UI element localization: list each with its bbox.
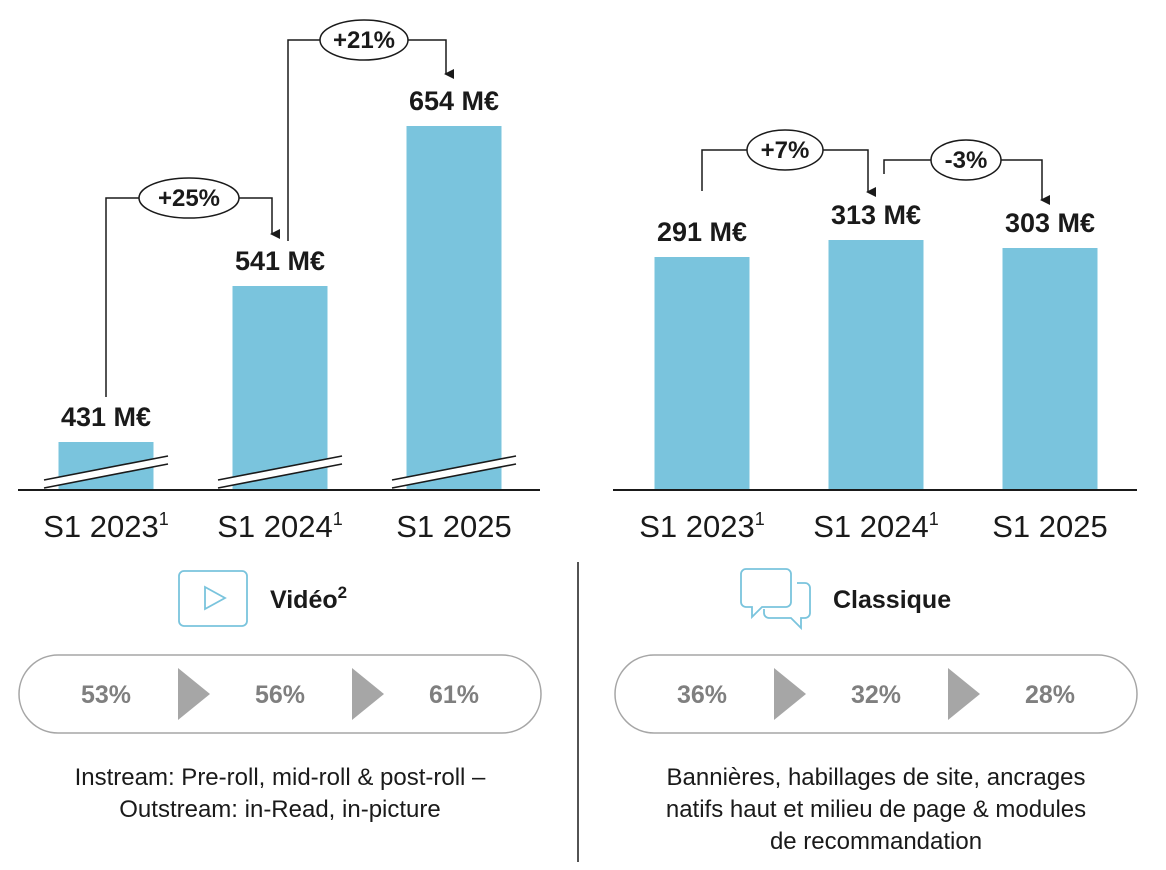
growth-label: -3% (945, 147, 988, 174)
share-value: 28% (1025, 681, 1075, 709)
section-title: Vidéo2 (270, 583, 347, 614)
growth-oval (138, 177, 240, 219)
bar (232, 286, 328, 490)
axis-break-gap (218, 456, 342, 488)
share-pill (18, 654, 542, 734)
growth-oval (930, 139, 1002, 181)
value-label: 431 M€ (61, 402, 151, 432)
share-value: 61% (429, 681, 479, 709)
tick-label: S1 2025 (396, 509, 512, 544)
tick-label: S1 2025 (992, 509, 1108, 544)
growth-oval (746, 129, 824, 171)
growth-oval (319, 19, 409, 61)
axis-break-line (43, 455, 169, 481)
chat-bubbles-icon (740, 568, 811, 631)
axis-break-line (391, 455, 517, 481)
share-value: 36% (677, 681, 727, 709)
share-value: 53% (81, 681, 131, 709)
share-arrow (948, 668, 980, 720)
share-arrow (352, 668, 384, 720)
value-label: 541 M€ (235, 246, 325, 276)
value-label: 654 M€ (409, 86, 499, 116)
share-value: 56% (255, 681, 305, 709)
play-icon (178, 570, 248, 627)
axis-break-line (43, 463, 169, 489)
share-value: 32% (851, 681, 901, 709)
tick-label: S1 20231 (639, 509, 765, 544)
axis-break-line (217, 463, 343, 489)
growth-label: +21% (333, 27, 395, 54)
value-label: 313 M€ (831, 200, 921, 230)
share-pill (614, 654, 1138, 734)
bar (406, 126, 502, 490)
chart-panel-2: 291 M€ S1 20231 313 M€ S1 20241 303 M€ S1 202… (613, 129, 1138, 855)
tick-label: S1 20241 (217, 509, 343, 544)
bar (654, 257, 750, 490)
axis-break-gap (392, 456, 516, 488)
description-line: natifs haut et milieu de page & modules (666, 796, 1086, 823)
description-line: Instream: Pre-roll, mid-roll & post-roll… (75, 764, 486, 791)
bar (828, 240, 924, 490)
bar (1002, 248, 1098, 490)
tick-label: S1 20241 (813, 509, 939, 544)
tick-label: S1 20231 (43, 509, 169, 544)
axis-break-line (217, 455, 343, 481)
description-line: Bannières, habillages de site, ancrages (667, 764, 1086, 791)
axis-break-gap (44, 456, 168, 488)
value-label: 303 M€ (1005, 208, 1095, 238)
value-label: 291 M€ (657, 217, 747, 247)
growth-label: +25% (158, 185, 220, 212)
axis-break-line (391, 463, 517, 489)
description-line: de recommandation (770, 828, 982, 855)
description-line: Outstream: in-Read, in-picture (119, 796, 440, 823)
growth-label: +7% (761, 137, 810, 164)
chart-panel-1: 431 M€ S1 20231 541 M€ S1 20241 654 M€ S1 202… (18, 19, 542, 823)
share-arrow (774, 668, 806, 720)
section-title: Classique (833, 586, 951, 614)
share-arrow (178, 668, 210, 720)
